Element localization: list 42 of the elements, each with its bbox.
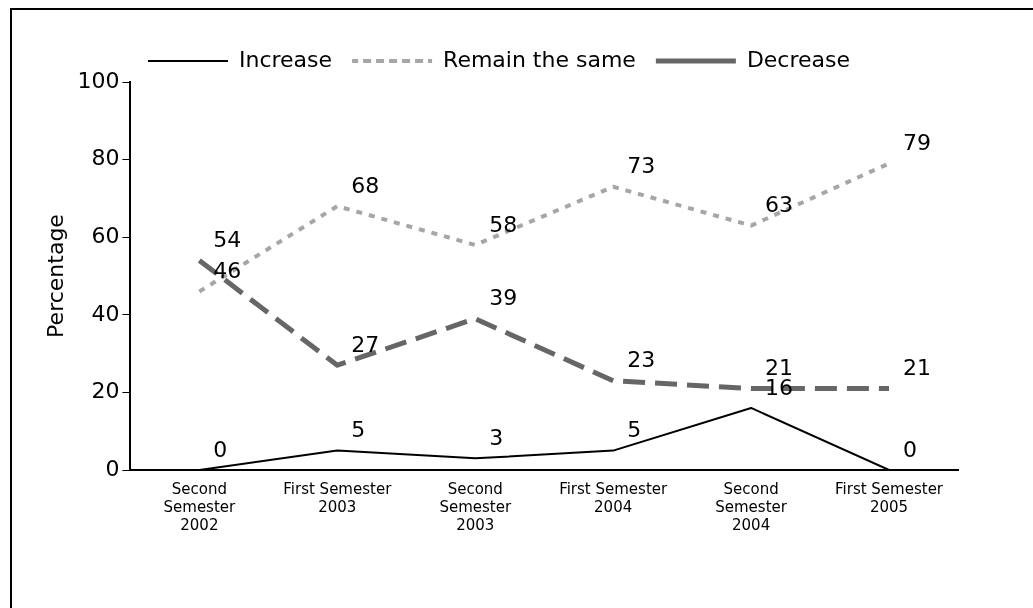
data-label: 16 bbox=[765, 374, 794, 400]
data-label: 5 bbox=[351, 417, 366, 443]
data-label: 39 bbox=[489, 285, 518, 311]
data-label: 68 bbox=[351, 172, 380, 198]
data-label: 27 bbox=[351, 331, 380, 357]
y-tick-label: 20 bbox=[91, 378, 120, 404]
category-label: First Semester bbox=[835, 479, 944, 498]
data-label: 0 bbox=[903, 436, 918, 462]
category-label: Semester bbox=[439, 497, 512, 516]
data-label: 23 bbox=[627, 347, 656, 373]
y-tick-label: 0 bbox=[105, 455, 120, 481]
category-label: 2003 bbox=[318, 497, 357, 516]
data-label: 21 bbox=[903, 355, 932, 381]
y-tick-label: 100 bbox=[77, 67, 120, 93]
data-label: 46 bbox=[213, 258, 242, 284]
data-label: 5 bbox=[627, 417, 642, 443]
data-label: 58 bbox=[489, 211, 518, 237]
category-label: Second bbox=[171, 479, 227, 498]
category-label: First Semester bbox=[559, 479, 668, 498]
category-label: 2004 bbox=[594, 497, 633, 516]
category-label: 2004 bbox=[732, 515, 771, 534]
data-label: 0 bbox=[213, 436, 228, 462]
category-label: 2003 bbox=[456, 515, 495, 534]
y-axis-title: Percentage bbox=[42, 214, 68, 338]
data-label: 79 bbox=[903, 130, 932, 156]
legend-label: Remain the same bbox=[443, 46, 636, 72]
category-label: Semester bbox=[715, 497, 787, 516]
category-label: 2002 bbox=[180, 515, 219, 534]
data-label: 54 bbox=[213, 227, 242, 253]
category-label: 2005 bbox=[869, 497, 909, 516]
category-label: Second bbox=[723, 479, 779, 498]
y-tick-label: 40 bbox=[91, 300, 120, 326]
y-tick-label: 60 bbox=[91, 222, 120, 248]
category-label: Semester bbox=[163, 497, 236, 516]
data-label: 73 bbox=[627, 153, 656, 179]
y-tick-label: 80 bbox=[91, 145, 120, 171]
data-label: 63 bbox=[765, 192, 794, 218]
legend-label: Decrease bbox=[746, 46, 851, 72]
data-label: 3 bbox=[489, 425, 504, 451]
legend-label: Increase bbox=[238, 46, 333, 72]
category-label: Second bbox=[447, 479, 503, 498]
category-label: First Semester bbox=[283, 479, 392, 498]
